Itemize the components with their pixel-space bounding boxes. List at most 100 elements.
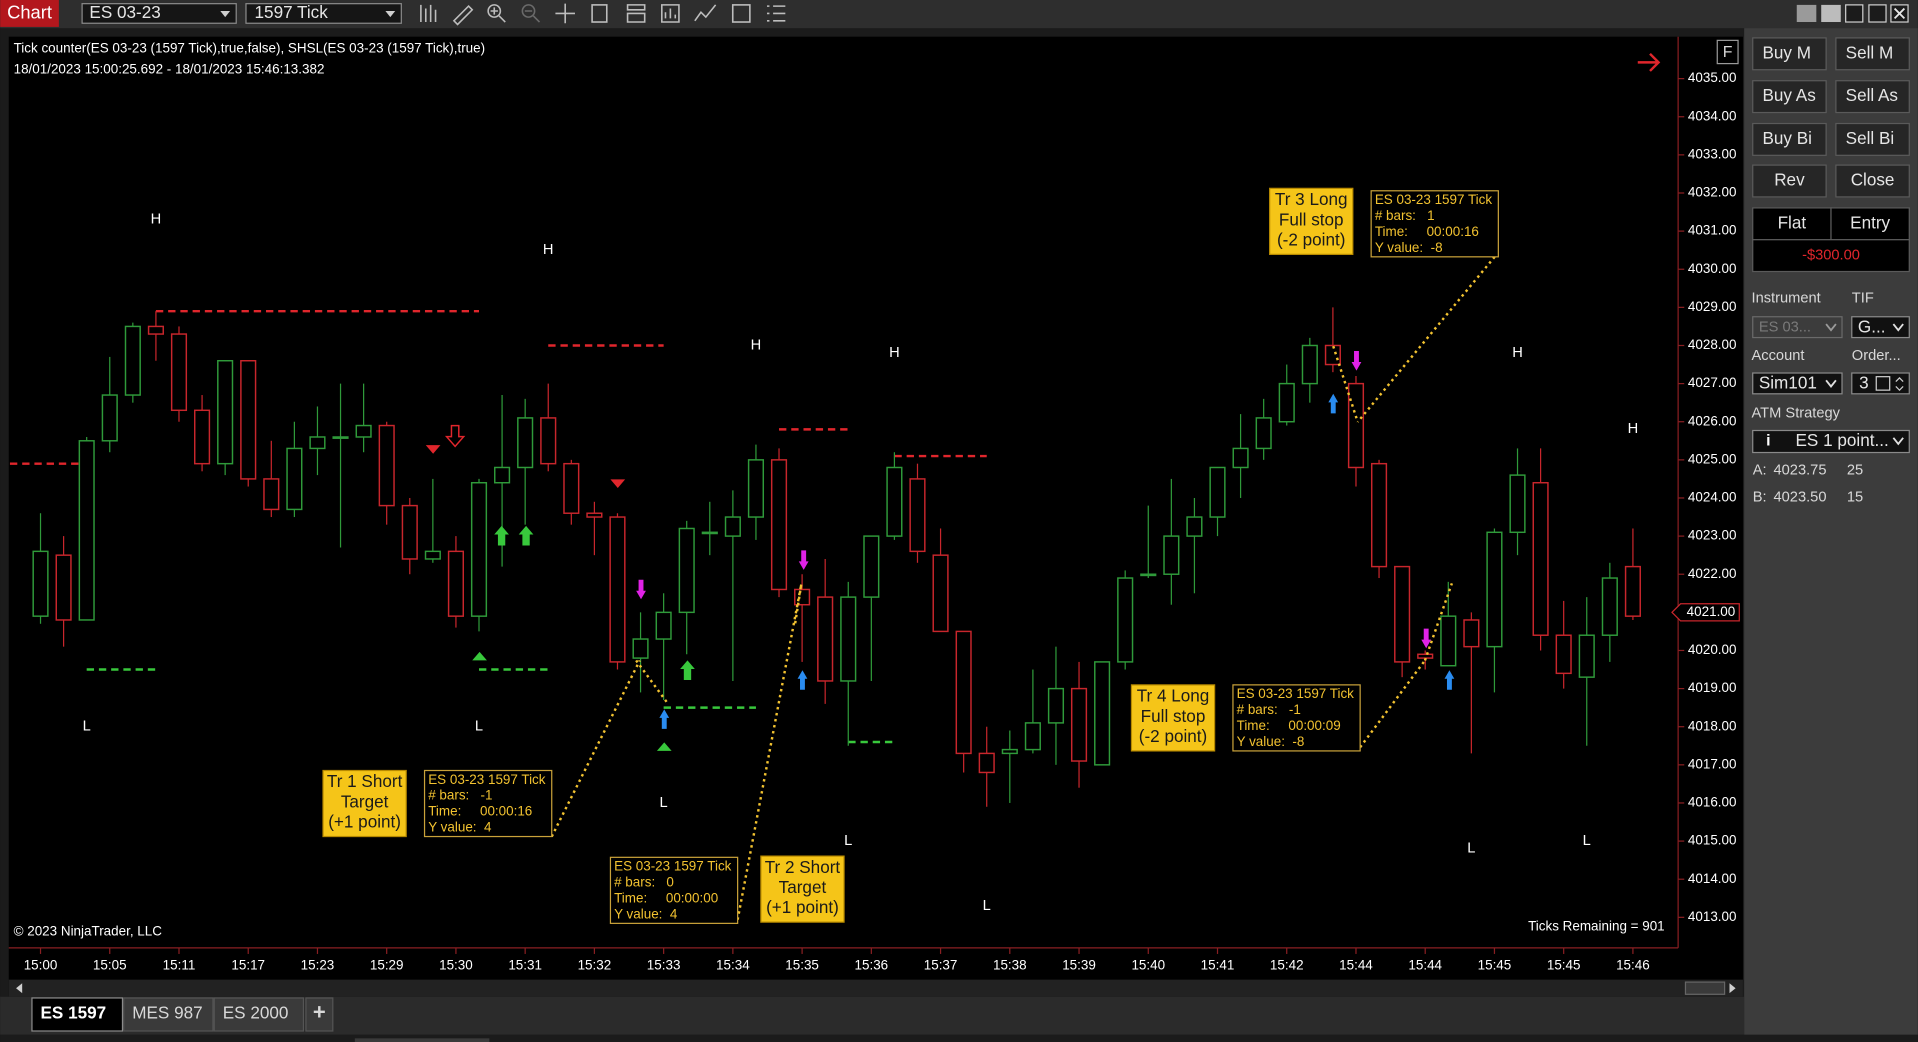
trade-label-box [322, 769, 407, 838]
tif-select[interactable] [1851, 316, 1910, 339]
draw-icon[interactable] [452, 4, 474, 26]
period-select[interactable] [245, 3, 402, 24]
order-button-label: Rev [1774, 171, 1805, 190]
trade-info: # bars: -1 [1237, 702, 1301, 717]
instrument-label: Instrument [1752, 290, 1821, 306]
x-tick-label: 15:42 [1270, 958, 1304, 973]
order-button[interactable] [1752, 164, 1827, 198]
chart-tab[interactable] [0, 0, 59, 27]
order-label: Order... [1852, 348, 1901, 364]
swing-label: L [844, 833, 852, 849]
candle-body [355, 424, 372, 438]
scroll-thumb[interactable] [1684, 981, 1726, 995]
atm-select[interactable] [1752, 429, 1910, 454]
candle-body [932, 554, 949, 633]
trade-label-box [1130, 684, 1216, 752]
up-arrow [1444, 670, 1455, 690]
quantity: 3 [1859, 374, 1869, 393]
trade-info: # bars: -1 [428, 788, 492, 803]
scrollbar[interactable] [8, 979, 1743, 997]
candle-body [1347, 382, 1365, 469]
order-button[interactable] [1835, 122, 1910, 156]
instrument-field: ES 03... [1759, 320, 1811, 336]
down-arrow [798, 550, 809, 570]
ask-size: 25 [1847, 463, 1863, 479]
tab[interactable] [31, 997, 124, 1032]
swing-label: L [983, 898, 991, 914]
entry-cell [1830, 207, 1910, 241]
swing-label: H [1512, 345, 1523, 361]
y-tick-label: 4034.00 [1688, 108, 1737, 123]
tab[interactable] [305, 997, 334, 1032]
data-box-icon[interactable] [591, 4, 608, 23]
window-button[interactable] [1796, 4, 1817, 23]
last-price-tag [1671, 603, 1740, 622]
pnl: -$300.00 [1802, 247, 1860, 263]
order-button[interactable] [1752, 80, 1827, 114]
properties-icon[interactable] [731, 4, 751, 23]
instrument-select[interactable] [1752, 316, 1843, 339]
candle-body [955, 630, 972, 755]
x-tick-label: 15:31 [508, 958, 542, 973]
candle-body [517, 417, 534, 469]
strategies-icon[interactable] [661, 4, 680, 23]
bid-label: B: [1753, 490, 1767, 506]
templates-icon[interactable] [626, 4, 646, 23]
x-tick-label: 15:45 [1547, 958, 1581, 973]
minimize-button[interactable] [1845, 4, 1864, 23]
y-tick-label: 4025.00 [1688, 451, 1737, 466]
candle-body [424, 550, 441, 560]
quantity-grid-icon[interactable] [1875, 376, 1891, 391]
tab[interactable] [123, 997, 214, 1032]
y-tick-label: 4023.00 [1688, 528, 1737, 543]
chart-trader-arrow[interactable] [1637, 52, 1661, 72]
dropdown-arrow [1892, 437, 1904, 446]
order-button[interactable] [1752, 122, 1827, 156]
crosshair-icon[interactable] [555, 3, 575, 24]
candle-body [1509, 474, 1526, 534]
candle-body [863, 535, 880, 598]
bars-icon[interactable] [420, 4, 437, 23]
trade-label: Tr 2 Short [765, 858, 841, 877]
up-arrow [494, 525, 509, 546]
down-arrow-outline [444, 424, 466, 448]
swing-label: H [889, 345, 900, 361]
candle-body [978, 752, 995, 774]
order-button[interactable] [1835, 164, 1910, 198]
candle-body [1578, 634, 1595, 678]
account-select[interactable] [1752, 372, 1843, 395]
x-tick-label: 15:32 [578, 958, 612, 973]
order-buttons: Buy M Sell M Buy As Sell As Buy Bi Sell Bi Rev… [1752, 37, 1910, 198]
y-tick-label: 4028.00 [1688, 337, 1737, 352]
trade-line [635, 659, 668, 703]
indicators-icon[interactable] [694, 4, 717, 22]
dropdown-arrow [1825, 323, 1837, 332]
candle-body [1255, 417, 1272, 450]
candle-body [655, 611, 672, 640]
list-icon[interactable] [766, 5, 786, 22]
zoom-in-icon[interactable] [487, 4, 502, 18]
window-button[interactable] [1821, 4, 1841, 23]
order-button[interactable] [1835, 37, 1910, 71]
zoom-out-icon[interactable] [521, 4, 536, 18]
candle-body [1163, 535, 1180, 575]
order-button[interactable] [1752, 37, 1827, 71]
quantity-input[interactable] [1851, 372, 1910, 395]
candle-body [1278, 382, 1295, 423]
instrument-select[interactable] [81, 3, 237, 24]
candle-body [1070, 687, 1088, 762]
quantity-spinner[interactable] [1895, 377, 1904, 392]
candle-body [378, 424, 395, 507]
up-arrow [797, 670, 808, 690]
trade-info: # bars: 0 [614, 875, 674, 890]
trade-info: Time: 00:00:16 [1375, 224, 1479, 239]
tab[interactable] [213, 997, 305, 1032]
x-tick-label: 15:05 [93, 958, 127, 973]
order-button[interactable] [1835, 80, 1910, 114]
candle-body [1232, 447, 1249, 469]
dropdown-arrow [385, 11, 396, 18]
flat-button[interactable] [1716, 39, 1739, 65]
candle-body [770, 459, 788, 591]
candle-body [193, 409, 211, 465]
maximize-button[interactable] [1868, 4, 1887, 23]
